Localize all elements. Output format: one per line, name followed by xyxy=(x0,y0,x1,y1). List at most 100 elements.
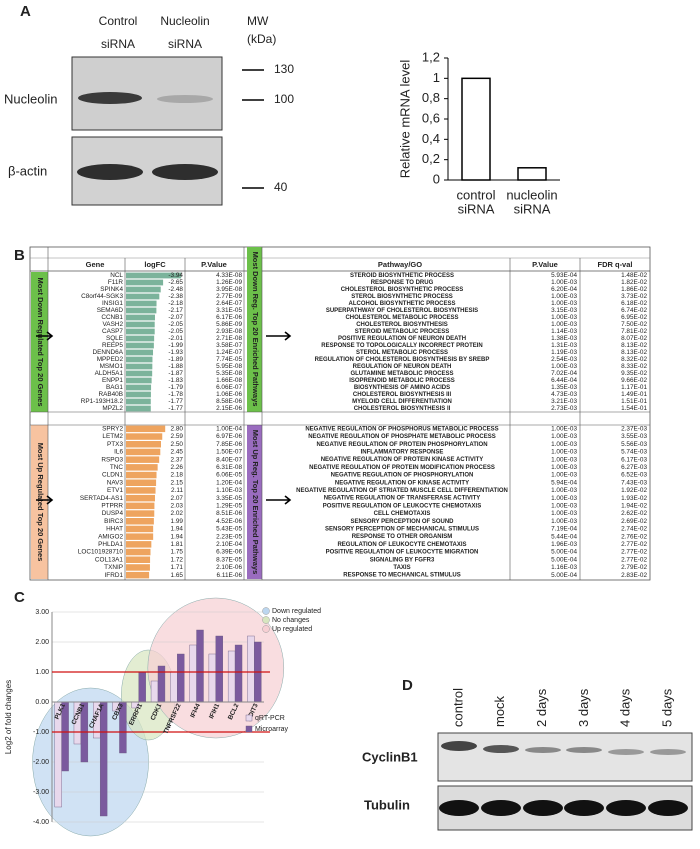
p-value: 2.10E-06 xyxy=(216,564,242,571)
gene-name: DUSP4 xyxy=(102,510,124,517)
p-value: 4.52E-06 xyxy=(216,518,242,525)
gene-name: TNC xyxy=(110,464,124,471)
gene-name: MPZL2 xyxy=(102,405,123,412)
fdr: 6.27E-03 xyxy=(621,464,647,471)
p-value: 1.06E-06 xyxy=(216,391,242,398)
p-value: 7.02E-04 xyxy=(551,370,577,377)
fdr: 6.74E-02 xyxy=(621,307,647,314)
gene-name: VASH2 xyxy=(103,321,124,328)
gene-name: BIRC3 xyxy=(104,518,123,525)
p-value: 5.00E-04 xyxy=(551,549,577,556)
logfc-bar xyxy=(126,300,157,307)
table-frame xyxy=(29,246,651,581)
logfc: 2.26 xyxy=(171,464,184,471)
p-value: 1.38E-03 xyxy=(551,335,577,342)
gene-name: C8orf44-SGK3 xyxy=(81,293,123,300)
fdr: 6.18E-02 xyxy=(621,300,647,307)
pathway: NEGATIVE REGULATION OF STRIATED MUSCLE C… xyxy=(296,488,508,494)
gene-name: CCNB1 xyxy=(101,314,123,321)
fdr: 1.49E-01 xyxy=(621,391,647,398)
logfc-bar xyxy=(126,494,155,502)
logfc: -1.93 xyxy=(168,349,183,356)
pathway: CHOLESTEROL METABOLIC PROCESS xyxy=(345,315,458,321)
x-tick-label: siRNA xyxy=(458,201,495,216)
legend-label: Up regulated xyxy=(272,626,312,633)
gene-name: REEP5 xyxy=(102,342,123,349)
gene-name: CLDN1 xyxy=(102,472,123,479)
col-header: Gene xyxy=(86,260,105,269)
p-value: 1.24E-07 xyxy=(216,349,242,356)
pathway: REGULATION OF LEUKOCYTE CHEMOTAXIS xyxy=(337,542,466,548)
logfc-bar xyxy=(126,370,153,377)
logfc-bar xyxy=(126,479,157,486)
pathway: GLUTAMINE METABOLIC PROCESS xyxy=(350,371,453,377)
gene-name: ENPP1 xyxy=(102,377,123,384)
p-value: 5.86E-09 xyxy=(216,321,242,328)
y-tick-label: -2.00 xyxy=(33,759,49,766)
pathway: SENSORY PERCEPTION OF SOUND xyxy=(350,519,454,525)
p-value: 5.94E-04 xyxy=(551,479,577,486)
logfc: -2.18 xyxy=(168,300,183,307)
logfc: -1.83 xyxy=(168,377,183,384)
bar xyxy=(170,671,178,703)
pathway: CHOLESTEROL BIOSYNTHESIS II xyxy=(354,406,451,412)
logfc: -1.89 xyxy=(168,356,183,363)
p-value: 1.26E-09 xyxy=(216,279,242,286)
pathway: NEGATIVE REGULATION OF PHOSPHORYLATION xyxy=(331,473,474,479)
logfc-bar xyxy=(126,433,163,440)
gene-name: AMIGO2 xyxy=(98,533,123,540)
p-value: 1.96E-03 xyxy=(551,541,577,548)
p-value: 3.31E-05 xyxy=(216,307,242,314)
p-value: 6.44E-04 xyxy=(551,377,577,384)
p-value: 1.66E-08 xyxy=(216,377,242,384)
p-value: 1.00E-03 xyxy=(551,449,577,456)
gene-name: RP1-193H18.2 xyxy=(81,398,124,405)
bands xyxy=(439,800,688,816)
p-value: 6.97E-06 xyxy=(216,433,242,440)
logfc: -2.01 xyxy=(168,335,183,342)
logfc: -2.05 xyxy=(168,321,183,328)
p-value: 5.95E-08 xyxy=(216,363,242,370)
logfc: -2.38 xyxy=(168,293,183,300)
p-value: 1.00E-03 xyxy=(551,503,577,510)
pathway: RESPONSE TO OTHER ORGANISM xyxy=(352,534,453,540)
logfc-bar xyxy=(126,391,151,398)
pathway: BIOSYNTHESIS OF AMINO ACIDS xyxy=(354,385,450,391)
y-tick-label: 0 xyxy=(433,171,440,186)
gene-name: LOC101928710 xyxy=(78,549,124,556)
p-value: 2.23E-05 xyxy=(216,533,242,540)
row-label: CyclinB1 xyxy=(362,749,418,764)
y-tick-label: 1.00 xyxy=(35,669,49,676)
logfc: 2.45 xyxy=(171,449,184,456)
row-label: Nucleolin xyxy=(4,91,57,106)
logfc-bar xyxy=(126,456,160,463)
fdr: 1.86E-02 xyxy=(621,286,647,293)
p-value: 1.00E-03 xyxy=(551,464,577,471)
bar xyxy=(227,650,236,703)
logfc: 2.59 xyxy=(171,433,184,440)
section-title: Most Up Regulated Top 20 Genes xyxy=(36,443,45,562)
y-tick-label: -4.00 xyxy=(33,819,49,826)
panel-label: B xyxy=(14,247,25,264)
gene-name: ALDH5A1 xyxy=(95,370,124,377)
p-value: 3.58E-07 xyxy=(216,342,242,349)
logfc-bar xyxy=(126,556,151,563)
y-tick-label: 1 xyxy=(433,70,440,85)
p-value: 1.00E-03 xyxy=(551,487,577,494)
y-tick-label: -1.00 xyxy=(33,729,49,736)
pathway: CELL CHEMOTAXIS xyxy=(374,511,431,517)
logfc-bar xyxy=(126,502,155,510)
p-value: 1.00E-03 xyxy=(551,456,577,463)
pathway: NEGATIVE REGULATION OF PROTEIN MODIFICAT… xyxy=(309,465,495,471)
pathway: NEGATIVE REGULATION OF PROTEIN KINASE AC… xyxy=(321,457,484,463)
x-tick-label: control xyxy=(456,187,495,202)
logfc: 2.37 xyxy=(171,456,184,463)
p-value: 5.00E-04 xyxy=(551,556,577,563)
p-value: 1.31E-03 xyxy=(551,342,577,349)
p-value: 1.00E-03 xyxy=(551,300,577,307)
section-title: Most Down Regulated Top 20 Genes xyxy=(36,277,45,406)
col-header: P.Value xyxy=(201,260,227,269)
logfc-bar xyxy=(126,464,158,471)
col-header: logFC xyxy=(144,260,166,269)
gene-name: IL6 xyxy=(114,449,123,456)
